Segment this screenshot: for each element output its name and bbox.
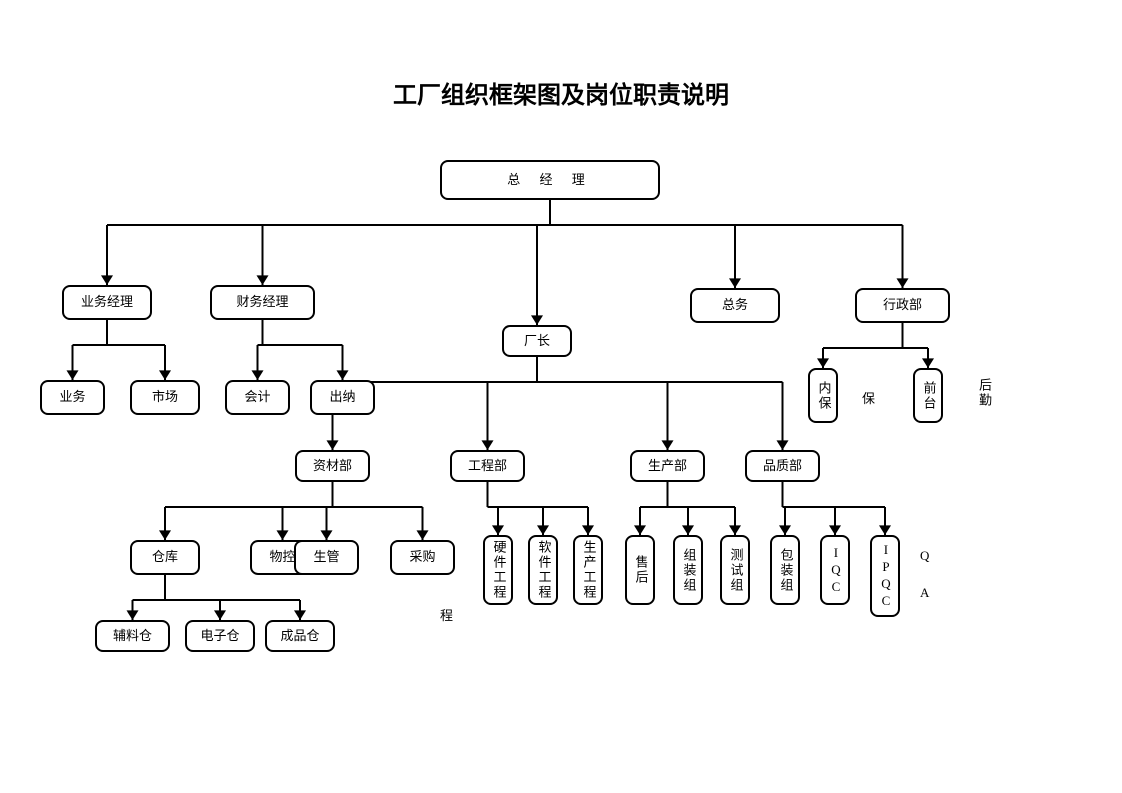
org-node-acct: 会计	[225, 380, 290, 415]
org-node-iqc: IQC	[820, 535, 850, 605]
org-node-gm: 总 经 理	[440, 160, 660, 200]
org-node-ipqc: IPQC	[870, 535, 900, 617]
org-node-assembly: 组装组	[673, 535, 703, 605]
org-node-sec_in: 内保	[808, 368, 838, 423]
org-node-fin_mgr: 财务经理	[210, 285, 315, 320]
org-node-biz_mgr: 业务经理	[62, 285, 152, 320]
org-node-hw_eng: 硬件工程	[483, 535, 513, 605]
diagram-title: 工厂组织框架图及岗位职责说明	[0, 75, 1122, 110]
aux-label-qa_a: A	[920, 585, 929, 601]
org-node-wh: 仓库	[130, 540, 200, 575]
org-node-after: 售后	[625, 535, 655, 605]
org-node-gen_aff: 总务	[690, 288, 780, 323]
org-node-factory: 厂长	[502, 325, 572, 357]
org-node-aux_wh: 辅料仓	[95, 620, 170, 652]
aux-label-logistics: 后勤	[975, 378, 994, 412]
org-node-pack: 包装组	[770, 535, 800, 605]
aux-label-cheng: 程	[440, 605, 453, 624]
org-node-biz: 业务	[40, 380, 105, 415]
aux-label-qa_q: Q	[920, 548, 929, 564]
org-node-admin: 行政部	[855, 288, 950, 323]
org-node-eng_dept: 工程部	[450, 450, 525, 482]
org-node-fin_wh: 成品仓	[265, 620, 335, 652]
org-node-test: 测试组	[720, 535, 750, 605]
org-node-prod_dept: 生产部	[630, 450, 705, 482]
org-node-prodctrl: 生管	[294, 540, 359, 575]
org-node-sw_eng: 软件工程	[528, 535, 558, 605]
org-node-pe_eng: 生产工程	[573, 535, 603, 605]
org-node-front: 前台	[913, 368, 943, 423]
org-node-elec_wh: 电子仓	[185, 620, 255, 652]
org-node-qc_dept: 品质部	[745, 450, 820, 482]
aux-label-sec_mid: 保	[862, 388, 875, 407]
org-node-cashier: 出纳	[310, 380, 375, 415]
org-node-market: 市场	[130, 380, 200, 415]
org-node-purchase: 采购	[390, 540, 455, 575]
org-node-mat_dept: 资材部	[295, 450, 370, 482]
